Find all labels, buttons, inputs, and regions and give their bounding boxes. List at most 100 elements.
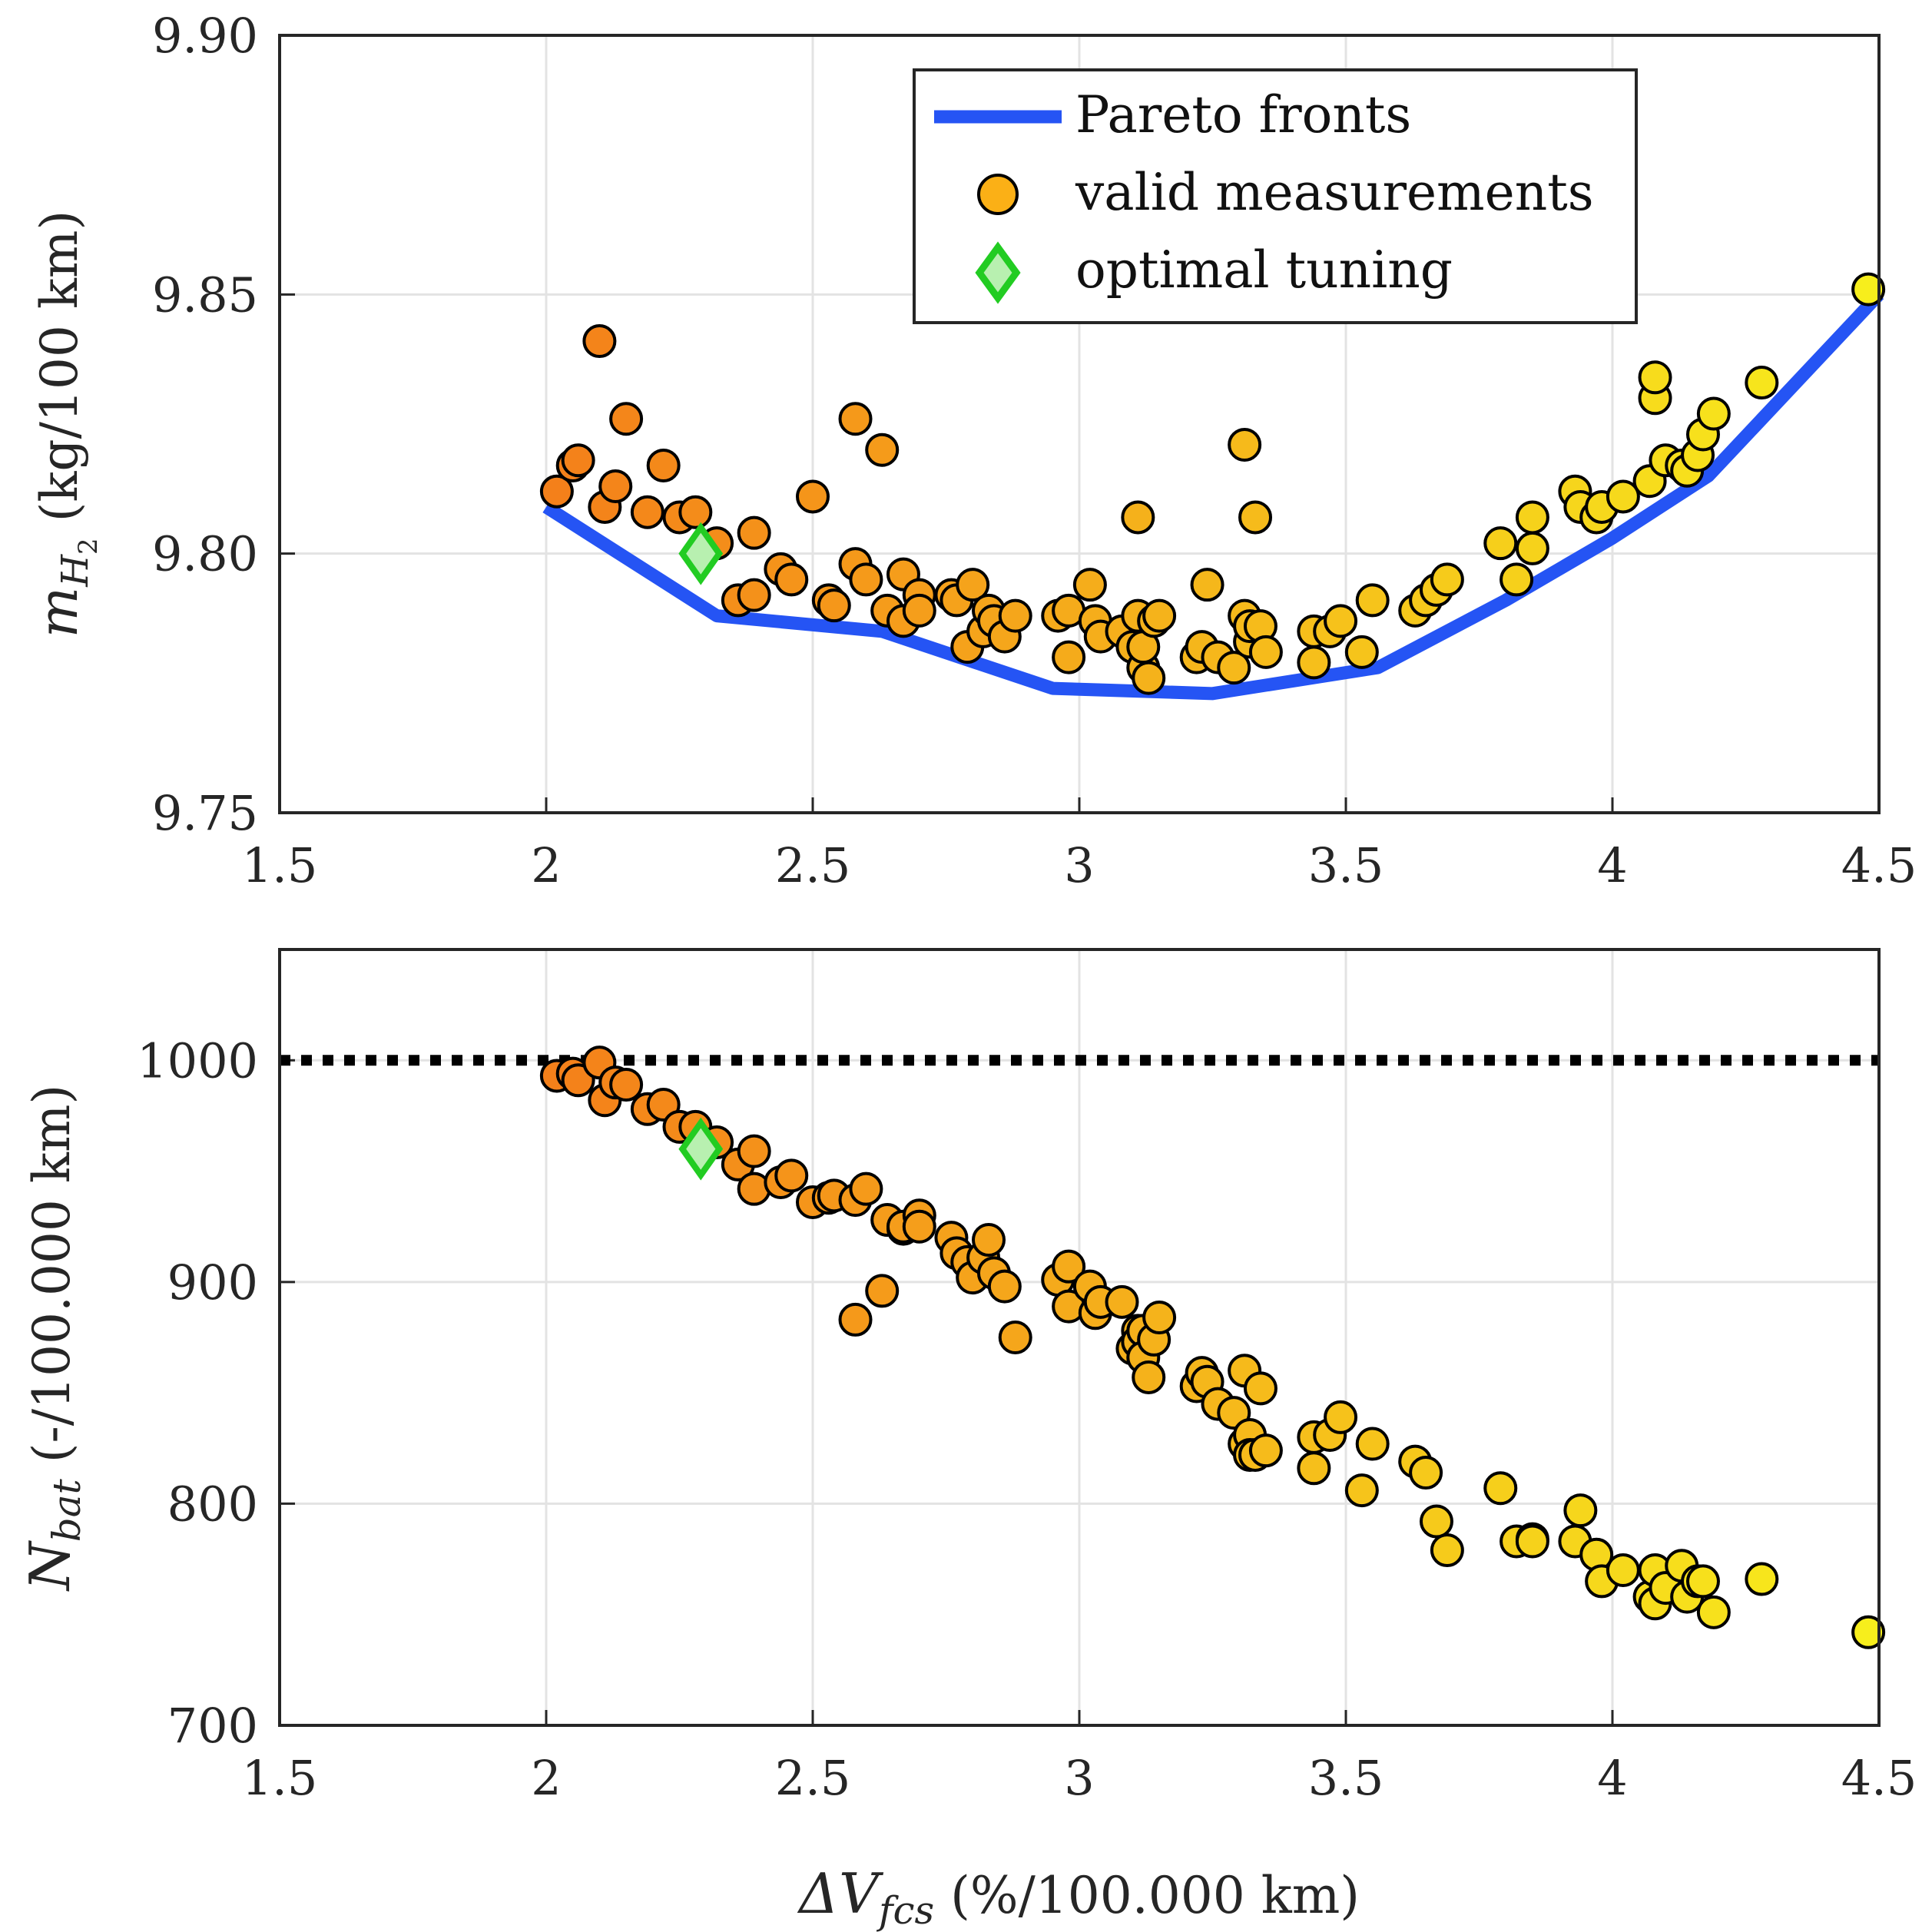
measurement-point xyxy=(998,598,1032,633)
bottom-optimal-tuning xyxy=(678,1117,724,1181)
measurement-point xyxy=(1324,1400,1358,1434)
measurement-point xyxy=(1142,598,1177,633)
measurement-point xyxy=(774,1158,809,1193)
measurement-point xyxy=(1745,1562,1779,1596)
x-tick-label: 3.5 xyxy=(1308,837,1384,893)
measurement-point xyxy=(1430,1533,1464,1568)
measurement-point xyxy=(737,578,771,612)
x-tick-label: 1.5 xyxy=(242,837,318,893)
top-chart: 1.5 2 2.5 3 3.5 4 4.5 9.75 9.80 9.85 9.90 mH2 (kg… xyxy=(27,8,1917,893)
measurement-point xyxy=(902,1209,936,1244)
measurement-point xyxy=(1851,272,1886,307)
top-y-axis-label: mH2 (kg/100 km) xyxy=(27,210,104,638)
measurement-point xyxy=(1606,479,1640,514)
measurement-point xyxy=(774,562,809,597)
measurement-point xyxy=(972,1223,1006,1258)
measurement-point xyxy=(1132,661,1166,695)
top-optimal-tuning xyxy=(678,522,724,585)
measurement-point xyxy=(998,1321,1032,1354)
top-y-tick-labels: 9.75 9.80 9.85 9.90 xyxy=(152,8,258,841)
legend-label-pareto: Pareto fronts xyxy=(1075,85,1411,144)
measurement-point xyxy=(598,469,633,503)
measurement-point xyxy=(1228,427,1262,462)
pareto-front-line xyxy=(542,290,1884,701)
optimal-tuning-marker xyxy=(678,1117,724,1181)
bottom-y-tick-labels: 700 800 900 1000 xyxy=(137,1032,258,1754)
measurement-point xyxy=(1121,500,1155,535)
x-tick-label: 4 xyxy=(1597,837,1627,893)
measurement-point xyxy=(817,588,851,623)
measurement-point xyxy=(1297,645,1331,680)
legend-label-valid: valid measurements xyxy=(1075,163,1594,222)
measurement-point xyxy=(1142,1301,1177,1335)
x-tick-label: 2 xyxy=(531,837,561,893)
measurement-point xyxy=(865,432,900,467)
measurement-point xyxy=(1052,640,1086,674)
y-tick-label: 700 xyxy=(167,1698,258,1754)
measurement-point xyxy=(1851,1615,1886,1649)
measurement-point xyxy=(737,515,771,550)
y-tick-label: 9.85 xyxy=(152,267,258,323)
y-tick-label: 800 xyxy=(167,1476,258,1532)
measurement-point xyxy=(1419,1504,1453,1539)
measurement-point xyxy=(1483,526,1518,561)
measurement-point xyxy=(1355,583,1390,618)
x-tick-label: 3.5 xyxy=(1308,1750,1384,1806)
measurement-point xyxy=(1563,1493,1598,1528)
y-tick-label: 9.80 xyxy=(152,526,258,582)
measurement-point xyxy=(1248,635,1283,669)
measurement-point xyxy=(561,443,595,478)
measurement-point xyxy=(1638,360,1672,395)
measurement-point xyxy=(582,324,617,359)
measurement-point xyxy=(1745,366,1779,400)
y-tick-label: 9.75 xyxy=(152,785,258,841)
top-x-tick-labels: 1.5 2 2.5 3 3.5 4 4.5 xyxy=(242,837,1917,893)
x-tick-label: 2 xyxy=(531,1750,561,1806)
legend-circle-swatch xyxy=(977,174,1019,215)
x-tick-label: 2.5 xyxy=(775,837,851,893)
measurement-point xyxy=(1238,500,1273,535)
measurement-point xyxy=(956,568,990,602)
measurement-point xyxy=(737,1134,771,1168)
x-tick-label: 1.5 xyxy=(242,1750,318,1806)
measurement-point xyxy=(1606,1553,1640,1587)
measurement-point xyxy=(1409,1456,1443,1490)
bottom-y-axis-label: Nbat (-/100.000 km) xyxy=(18,1085,89,1592)
x-tick-label: 2.5 xyxy=(775,1750,851,1806)
measurement-point xyxy=(1483,1471,1518,1506)
y-tick-label: 9.90 xyxy=(152,8,258,64)
x-tick-label: 3 xyxy=(1064,1750,1094,1806)
measurement-point xyxy=(1515,500,1549,535)
measurement-point xyxy=(1324,604,1358,638)
x-tick-label: 4.5 xyxy=(1841,837,1917,893)
measurement-point xyxy=(1190,568,1224,602)
optimal-tuning-marker xyxy=(678,522,724,585)
measurement-point xyxy=(1515,531,1549,565)
bottom-x-axis-label: ΔVfcs (%/100.000 km) xyxy=(797,1861,1360,1932)
measurement-point xyxy=(796,479,830,514)
measurement-point xyxy=(1248,1433,1283,1468)
measurement-point xyxy=(1696,396,1731,431)
top-axes-box xyxy=(278,34,1881,814)
bottom-x-tick-labels: 1.5 2 2.5 3 3.5 4 4.5 xyxy=(242,1750,1917,1806)
top-measurement-points xyxy=(539,272,1886,695)
x-tick-label: 3 xyxy=(1064,837,1094,893)
measurement-point xyxy=(1344,1473,1379,1508)
legend-label-optimal: optimal tuning xyxy=(1075,240,1453,300)
y-tick-label: 1000 xyxy=(137,1032,258,1089)
measurement-point xyxy=(609,1068,644,1102)
measurement-point xyxy=(1217,651,1251,685)
x-tick-label: 4.5 xyxy=(1841,1750,1917,1806)
measurement-point xyxy=(561,1063,595,1098)
measurement-point xyxy=(678,495,713,529)
measurement-point xyxy=(1105,1284,1139,1319)
measurement-point xyxy=(1685,1564,1720,1599)
x-tick-label: 4 xyxy=(1597,1750,1627,1806)
measurement-point xyxy=(838,402,873,436)
legend: Pareto fronts valid measurements optimal… xyxy=(913,68,1638,324)
measurement-point xyxy=(1132,1360,1166,1394)
measurement-point xyxy=(630,495,664,529)
measurement-point xyxy=(1344,635,1379,669)
measurement-point xyxy=(1500,562,1534,597)
measurement-point xyxy=(987,1269,1022,1304)
